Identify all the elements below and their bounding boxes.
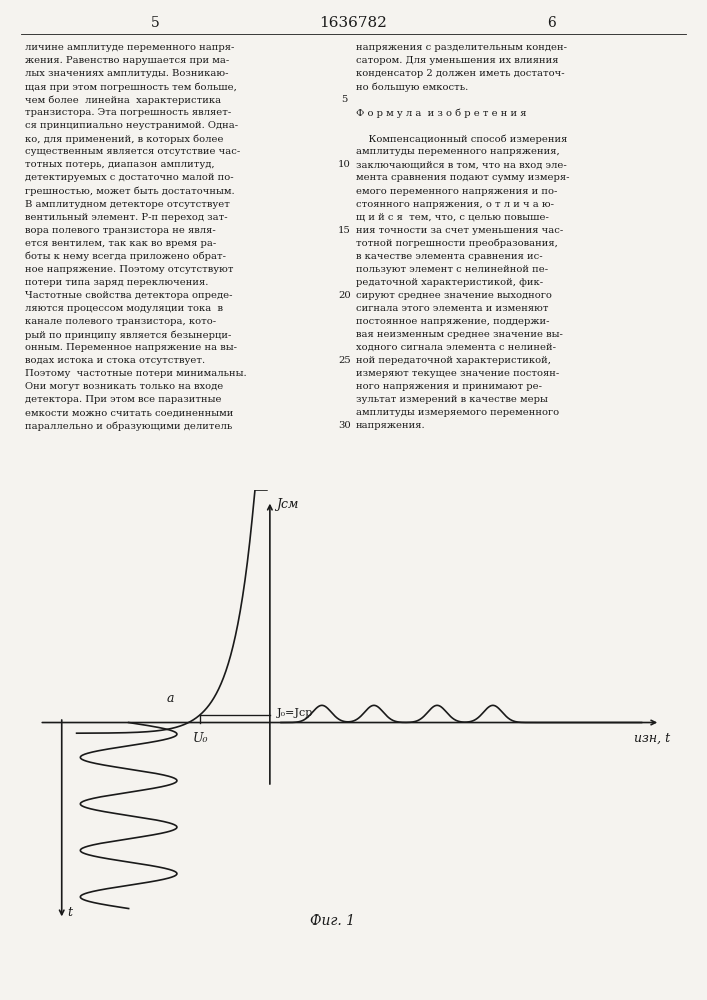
Text: но большую емкость.: но большую емкость. <box>356 82 468 92</box>
Text: сатором. Для уменьшения их влияния: сатором. Для уменьшения их влияния <box>356 56 558 65</box>
Text: 10: 10 <box>338 160 351 169</box>
Text: в качестве элемента сравнения ис-: в качестве элемента сравнения ис- <box>356 252 542 261</box>
Text: вая неизменным среднее значение вы-: вая неизменным среднее значение вы- <box>356 330 563 339</box>
Text: измеряют текущее значение постоян-: измеряют текущее значение постоян- <box>356 369 559 378</box>
Text: Компенсационный способ измерения: Компенсационный способ измерения <box>356 134 567 144</box>
Text: 1636782: 1636782 <box>320 16 387 30</box>
Text: потери типа заряд переключения.: потери типа заряд переключения. <box>25 278 208 287</box>
Text: ходного сигнала элемента с нелиней-: ходного сигнала элемента с нелиней- <box>356 343 556 352</box>
Text: детектора. При этом все паразитные: детектора. При этом все паразитные <box>25 395 221 404</box>
Text: чем более  линейна  характеристика: чем более линейна характеристика <box>25 95 221 105</box>
Text: a: a <box>167 692 175 705</box>
Text: канале полевого транзистора, кото-: канале полевого транзистора, кото- <box>25 317 216 326</box>
Text: щ и й с я  тем, что, с целью повыше-: щ и й с я тем, что, с целью повыше- <box>356 213 549 222</box>
Text: пользуют элемент с нелинейной пе-: пользуют элемент с нелинейной пе- <box>356 265 548 274</box>
Text: ния точности за счет уменьшения час-: ния точности за счет уменьшения час- <box>356 226 563 235</box>
Text: ной передаточной характеристикой,: ной передаточной характеристикой, <box>356 356 551 365</box>
Text: 20: 20 <box>338 291 351 300</box>
Text: стоянного напряжения, о т л и ч а ю-: стоянного напряжения, о т л и ч а ю- <box>356 200 554 209</box>
Text: uзн, t: uзн, t <box>634 732 670 745</box>
Text: ного напряжения и принимают ре-: ного напряжения и принимают ре- <box>356 382 542 391</box>
Text: Фиг. 1: Фиг. 1 <box>310 914 355 928</box>
Text: ное напряжение. Поэтому отсутствуют: ное напряжение. Поэтому отсутствуют <box>25 265 233 274</box>
Text: параллельно и образующими делитель: параллельно и образующими делитель <box>25 421 232 431</box>
Text: личине амплитуде переменного напря-: личине амплитуде переменного напря- <box>25 43 234 52</box>
Text: Частотные свойства детектора опреде-: Частотные свойства детектора опреде- <box>25 291 232 300</box>
Text: заключающийся в том, что на вход эле-: заключающийся в том, что на вход эле- <box>356 160 566 169</box>
Text: мента сравнения подают сумму измеря-: мента сравнения подают сумму измеря- <box>356 174 569 182</box>
Text: сируют среднее значение выходного: сируют среднее значение выходного <box>356 291 551 300</box>
Text: детектируемых с достаточно малой по-: детектируемых с достаточно малой по- <box>25 174 233 182</box>
Text: 30: 30 <box>338 421 351 430</box>
Text: щая при этом погрешность тем больше,: щая при этом погрешность тем больше, <box>25 82 237 92</box>
Text: грешностью, может быть достаточным.: грешностью, может быть достаточным. <box>25 187 234 196</box>
Text: Ф о р м у л а  и з о б р е т е н и я: Ф о р м у л а и з о б р е т е н и я <box>356 108 526 118</box>
Text: существенным является отсутствие час-: существенным является отсутствие час- <box>25 147 240 156</box>
Text: 6: 6 <box>547 16 556 30</box>
Text: амплитуды переменного напряжения,: амплитуды переменного напряжения, <box>356 147 559 156</box>
Text: Они могут возникать только на входе: Они могут возникать только на входе <box>25 382 223 391</box>
Text: конденсатор 2 должен иметь достаточ-: конденсатор 2 должен иметь достаточ- <box>356 69 564 78</box>
Text: вентильный элемент. Р-п переход зат-: вентильный элемент. Р-п переход зат- <box>25 213 228 222</box>
Text: Поэтому  частотные потери минимальны.: Поэтому частотные потери минимальны. <box>25 369 246 378</box>
Text: боты к нему всегда приложено обрат-: боты к нему всегда приложено обрат- <box>25 252 226 261</box>
Text: зультат измерений в качестве меры: зультат измерений в качестве меры <box>356 395 547 404</box>
Text: тотной погрешности преобразования,: тотной погрешности преобразования, <box>356 239 558 248</box>
Text: вора полевого транзистора не явля-: вора полевого транзистора не явля- <box>25 226 216 235</box>
Text: онным. Переменное напряжение на вы-: онным. Переменное напряжение на вы- <box>25 343 237 352</box>
Text: J₀=Jср: J₀=Jср <box>277 708 314 718</box>
Text: рый по принципу является безынерци-: рый по принципу является безынерци- <box>25 330 231 340</box>
Text: сигнала этого элемента и изменяют: сигнала этого элемента и изменяют <box>356 304 548 313</box>
Text: U₀: U₀ <box>192 732 208 745</box>
Text: напряжения.: напряжения. <box>356 421 425 430</box>
Text: 15: 15 <box>338 226 351 235</box>
Text: емого переменного напряжения и по-: емого переменного напряжения и по- <box>356 187 557 196</box>
Text: Jсм: Jсм <box>276 498 299 511</box>
Text: постоянное напряжение, поддержи-: постоянное напряжение, поддержи- <box>356 317 549 326</box>
Text: лых значениях амплитуды. Возникаю-: лых значениях амплитуды. Возникаю- <box>25 69 228 78</box>
Text: 25: 25 <box>338 356 351 365</box>
Text: жения. Равенство нарушается при ма-: жения. Равенство нарушается при ма- <box>25 56 229 65</box>
Text: напряжения с разделительным конден-: напряжения с разделительным конден- <box>356 43 566 52</box>
Text: ся принципиально неустранимой. Одна-: ся принципиально неустранимой. Одна- <box>25 121 238 130</box>
Text: 5: 5 <box>151 16 160 30</box>
Text: ляются процессом модуляции тока  в: ляются процессом модуляции тока в <box>25 304 223 313</box>
Text: ется вентилем, так как во время ра-: ется вентилем, так как во время ра- <box>25 239 216 248</box>
Text: ко, для применений, в которых более: ко, для применений, в которых более <box>25 134 223 144</box>
Text: В амплитудном детекторе отсутствует: В амплитудном детекторе отсутствует <box>25 200 230 209</box>
Text: редаточной характеристикой, фик-: редаточной характеристикой, фик- <box>356 278 543 287</box>
Text: водах истока и стока отсутствует.: водах истока и стока отсутствует. <box>25 356 205 365</box>
Text: тотных потерь, диапазон амплитуд,: тотных потерь, диапазон амплитуд, <box>25 160 214 169</box>
Text: амплитуды измеряемого переменного: амплитуды измеряемого переменного <box>356 408 559 417</box>
Text: емкости можно считать соединенными: емкости можно считать соединенными <box>25 408 233 417</box>
Text: t: t <box>67 906 72 919</box>
Text: 5: 5 <box>341 95 348 104</box>
Text: транзистора. Эта погрешность являет-: транзистора. Эта погрешность являет- <box>25 108 231 117</box>
